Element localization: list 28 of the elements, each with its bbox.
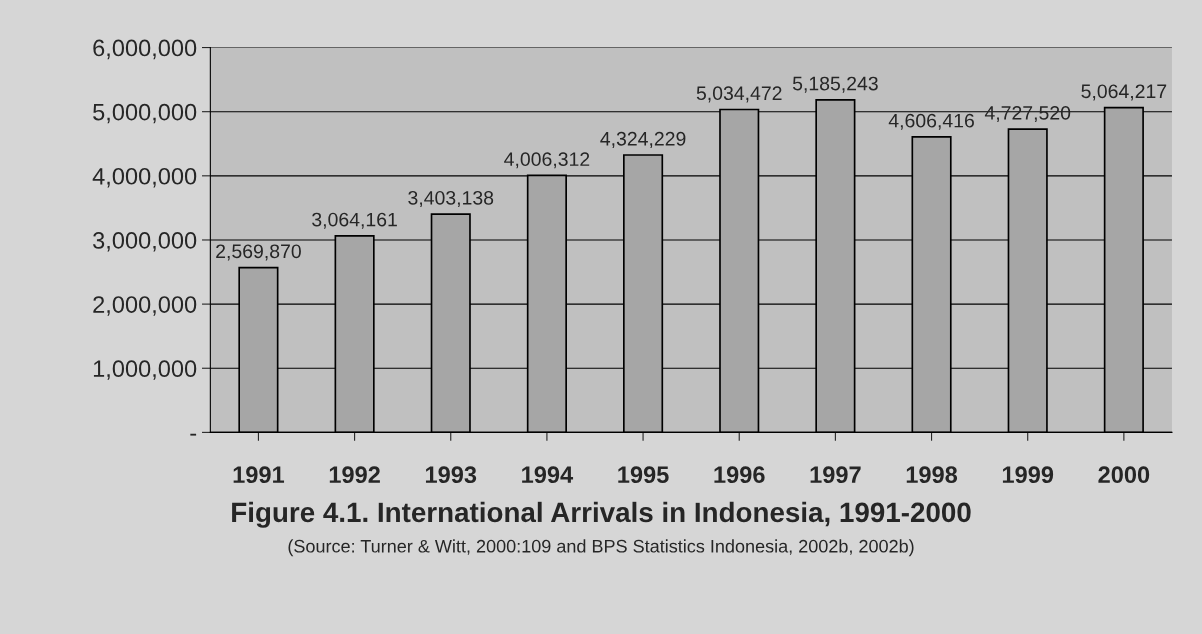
x-tick-label: 1994: [522, 466, 574, 484]
data-label: 3,064,161: [312, 212, 397, 229]
text: Figure 4.1. International Arrivals in Indonesia, 1991-2000: [232, 501, 971, 528]
x-tick-label: 1991: [233, 466, 285, 484]
x-tick-label: 2000: [1098, 466, 1150, 484]
x-tick-label: 1998: [906, 466, 958, 484]
data-label: 4,324,229: [600, 131, 686, 148]
data-label: 5,034,472: [696, 86, 782, 103]
data-label: 3,403,138: [408, 190, 494, 208]
y-tick-label: -: [190, 433, 197, 436]
y-tick-label: 3,000,000: [93, 232, 197, 252]
data-label: 4,606,416: [888, 113, 974, 130]
text: (Source: Turner & Witt, 2000:109 and BPS Statistics Indonesia, 2002b, 2002b): [288, 539, 914, 557]
y-tick-label: 2,000,000: [93, 296, 197, 316]
y-tick-label: 4,000,000: [92, 167, 197, 188]
x-tick-label: 1993: [425, 466, 477, 484]
data-label: 5,185,243: [792, 76, 878, 93]
x-tick-label: 1997: [810, 466, 861, 484]
y-tick-label: 1,000,000: [93, 360, 197, 380]
data-label: 5,064,217: [1081, 84, 1167, 101]
data-label: 4,006,312: [504, 152, 590, 169]
y-tick-label: 6,000,000: [93, 39, 197, 60]
x-tick-label: 1995: [618, 466, 669, 484]
data-label: 2,569,870: [216, 244, 301, 261]
x-tick-label: 1996: [714, 466, 765, 484]
x-tick-label: 1992: [329, 466, 380, 484]
y-tick-label: 5,000,000: [93, 103, 197, 124]
x-tick-label: 1999: [1002, 466, 1054, 484]
